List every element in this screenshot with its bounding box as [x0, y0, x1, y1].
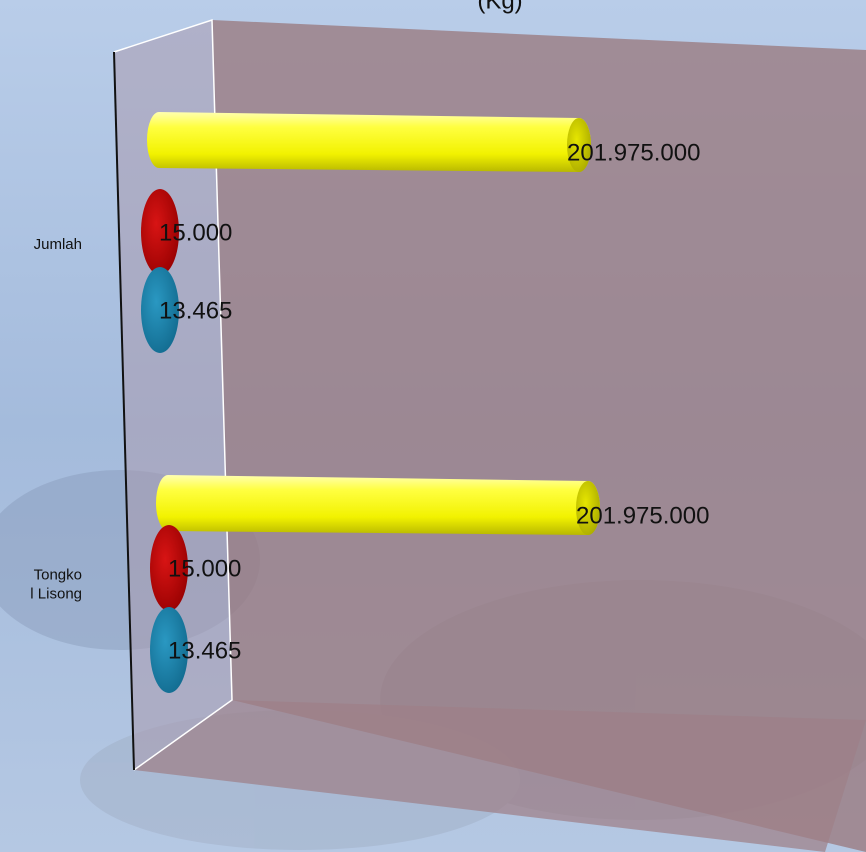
category-label: l Lisong — [30, 585, 82, 602]
data-label: 201.975.000 — [567, 139, 700, 166]
data-label: 13.465 — [159, 297, 232, 324]
bar — [141, 189, 179, 275]
bar-cap — [576, 481, 600, 535]
chart-floor — [134, 700, 866, 852]
bar — [147, 112, 591, 172]
chart-back-wall — [212, 20, 866, 852]
value-axis-line — [113, 51, 135, 771]
data-label: 15.000 — [159, 219, 232, 246]
data-label: 201.975.000 — [576, 502, 709, 529]
category-label: Tongko — [34, 566, 82, 583]
bar — [150, 607, 188, 693]
bar — [141, 267, 179, 353]
chart-title: (Kg) — [477, 0, 522, 14]
bar-cap — [567, 118, 591, 172]
bar — [150, 525, 188, 611]
side-wall-edge — [113, 18, 233, 771]
bar — [156, 475, 600, 535]
data-label: 15.000 — [168, 555, 241, 582]
chart-marks: Jumlah 201.975.000 15.000 13.465 Tongko l Lis… — [30, 112, 709, 693]
category-label: Jumlah — [34, 236, 82, 253]
chart-side-wall — [114, 20, 232, 770]
data-label: 13.465 — [168, 637, 241, 664]
